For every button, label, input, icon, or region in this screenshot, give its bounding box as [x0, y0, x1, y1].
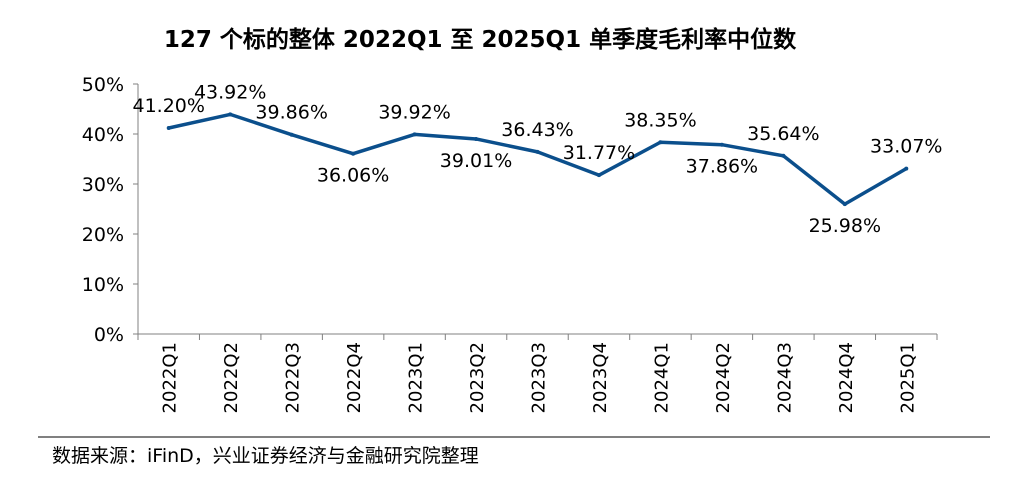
- y-tick-label: 40%: [82, 124, 124, 146]
- data-point: [658, 140, 663, 145]
- data-label: 39.92%: [378, 101, 450, 123]
- data-label: 33.07%: [870, 136, 942, 158]
- x-tick-label: 2022Q1: [160, 342, 181, 413]
- x-tick-label: 2024Q1: [651, 342, 672, 413]
- data-label: 36.06%: [317, 165, 389, 187]
- x-tick-label: 2024Q4: [836, 342, 857, 413]
- data-label: 39.01%: [440, 150, 512, 172]
- x-tick-label: 2023Q3: [529, 342, 550, 413]
- y-tick-label: 0%: [94, 324, 124, 346]
- data-label: 39.86%: [255, 102, 327, 124]
- source-note: 数据来源：iFinD，兴业证券经济与金融研究院整理: [52, 445, 479, 467]
- data-point: [781, 153, 786, 158]
- data-point: [596, 173, 601, 178]
- data-labels: 41.20%43.92%39.86% 36.06% 39.92% 39.01% 36.4…: [133, 81, 943, 237]
- data-label: 43.92%: [194, 81, 266, 103]
- y-tick-label: 10%: [82, 274, 124, 296]
- data-point: [351, 151, 356, 156]
- data-point: [904, 166, 909, 171]
- axes: 0% 10% 20% 30% 40% 50% 2022Q1 2022Q2 2022Q3 2022Q…: [82, 74, 938, 413]
- data-label: 41.20%: [133, 95, 205, 117]
- x-tick-label: 2024Q3: [774, 342, 795, 413]
- x-tick-label: 2025Q1: [897, 342, 918, 413]
- data-point: [166, 126, 171, 130]
- data-label: 25.98%: [809, 215, 881, 237]
- data-label: 37.86%: [686, 156, 758, 178]
- data-point: [842, 202, 847, 207]
- data-point: [535, 149, 540, 154]
- data-point: [474, 136, 479, 141]
- chart-title: 127 个标的整体 2022Q1 至 2025Q1 单季度毛利率中位数: [163, 27, 797, 53]
- x-tick-label: 2022Q4: [344, 342, 365, 413]
- x-tick-label: 2022Q2: [221, 342, 242, 413]
- data-label: 31.77%: [563, 142, 635, 164]
- data-label: 38.35%: [624, 109, 696, 131]
- data-point: [228, 112, 233, 117]
- x-tick-label: 2023Q4: [590, 342, 611, 413]
- data-point: [289, 132, 294, 137]
- y-tick-label: 20%: [82, 224, 124, 246]
- x-tick-label: 2023Q1: [406, 342, 427, 413]
- x-tick-label: 2024Q2: [713, 342, 734, 413]
- x-tick-label: 2023Q2: [467, 342, 488, 413]
- data-point: [719, 142, 724, 147]
- data-point: [412, 132, 417, 137]
- data-label: 36.43%: [501, 119, 573, 141]
- y-tick-label: 50%: [82, 74, 124, 96]
- series-layer: [166, 112, 909, 207]
- data-label: 35.64%: [747, 123, 819, 145]
- x-tick-label: 2022Q3: [283, 342, 304, 413]
- y-tick-label: 30%: [82, 174, 124, 196]
